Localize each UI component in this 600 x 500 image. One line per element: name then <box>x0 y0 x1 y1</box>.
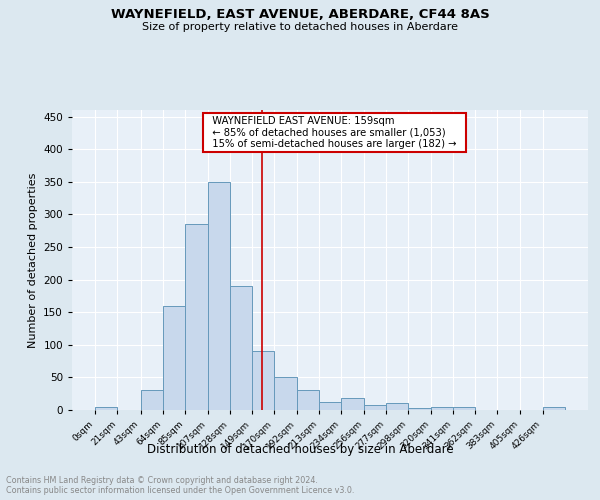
Y-axis label: Number of detached properties: Number of detached properties <box>28 172 38 348</box>
Text: WAYNEFIELD EAST AVENUE: 159sqm  
  ← 85% of detached houses are smaller (1,053) : WAYNEFIELD EAST AVENUE: 159sqm ← 85% of … <box>206 116 463 149</box>
Bar <box>542 408 565 410</box>
Bar <box>341 398 364 410</box>
Bar <box>319 402 341 410</box>
Bar <box>386 404 408 410</box>
Bar <box>163 306 185 410</box>
Bar <box>364 406 386 410</box>
Bar <box>140 390 163 410</box>
Bar <box>230 286 252 410</box>
Bar <box>408 408 431 410</box>
Bar <box>208 182 230 410</box>
Text: WAYNEFIELD, EAST AVENUE, ABERDARE, CF44 8AS: WAYNEFIELD, EAST AVENUE, ABERDARE, CF44 … <box>110 8 490 20</box>
Text: Distribution of detached houses by size in Aberdare: Distribution of detached houses by size … <box>146 442 454 456</box>
Bar <box>95 408 118 410</box>
Bar <box>297 390 319 410</box>
Text: Size of property relative to detached houses in Aberdare: Size of property relative to detached ho… <box>142 22 458 32</box>
Bar <box>185 224 208 410</box>
Bar <box>274 378 297 410</box>
Bar <box>252 352 274 410</box>
Bar <box>431 406 454 410</box>
Text: Contains HM Land Registry data © Crown copyright and database right 2024.
Contai: Contains HM Land Registry data © Crown c… <box>6 476 355 495</box>
Bar <box>454 406 475 410</box>
